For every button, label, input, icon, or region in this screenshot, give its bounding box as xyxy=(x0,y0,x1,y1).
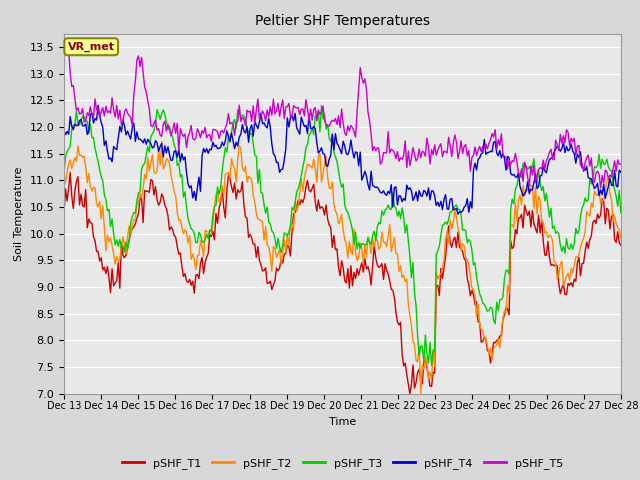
pSHF_T2 xyxy=(129,224,136,229)
pSHF_T4 xyxy=(305,112,313,118)
pSHF_T5 xyxy=(305,118,313,123)
pSHF_T3 xyxy=(303,142,311,147)
pSHF_T5 xyxy=(246,108,254,114)
pSHF_T5 xyxy=(255,116,263,122)
pSHF_T4 xyxy=(454,211,462,217)
pSHF_T3 xyxy=(244,130,252,135)
pSHF_T2 xyxy=(158,139,166,144)
pSHF_T3 xyxy=(60,170,68,176)
Y-axis label: Soil Temperature: Soil Temperature xyxy=(14,167,24,261)
pSHF_T3 xyxy=(129,214,136,220)
pSHF_T5 xyxy=(596,185,604,191)
Line: pSHF_T1: pSHF_T1 xyxy=(64,172,621,394)
pSHF_T2 xyxy=(60,183,68,189)
pSHF_T5 xyxy=(130,92,138,98)
pSHF_T5 xyxy=(588,155,595,161)
pSHF_T2 xyxy=(589,204,596,210)
pSHF_T5 xyxy=(228,120,236,126)
pSHF_T4 xyxy=(60,128,68,133)
pSHF_T1 xyxy=(228,184,236,190)
pSHF_T3 xyxy=(317,103,325,108)
pSHF_T1 xyxy=(246,231,254,237)
pSHF_T1 xyxy=(67,169,74,175)
Title: Peltier SHF Temperatures: Peltier SHF Temperatures xyxy=(255,14,430,28)
pSHF_T1 xyxy=(255,257,263,263)
Line: pSHF_T4: pSHF_T4 xyxy=(64,105,621,214)
Text: VR_met: VR_met xyxy=(68,42,115,52)
pSHF_T1 xyxy=(60,211,68,217)
pSHF_T2 xyxy=(305,162,313,168)
pSHF_T1 xyxy=(305,187,313,193)
pSHF_T4 xyxy=(228,130,236,136)
pSHF_T2 xyxy=(255,217,263,223)
X-axis label: Time: Time xyxy=(329,417,356,427)
Line: pSHF_T2: pSHF_T2 xyxy=(64,142,621,394)
pSHF_T3 xyxy=(617,210,625,216)
pSHF_T5 xyxy=(617,161,625,167)
pSHF_T4 xyxy=(589,180,596,186)
pSHF_T2 xyxy=(417,391,424,396)
pSHF_T3 xyxy=(428,362,435,368)
pSHF_T1 xyxy=(617,242,625,248)
pSHF_T4 xyxy=(130,120,138,126)
pSHF_T3 xyxy=(254,180,262,186)
pSHF_T4 xyxy=(246,126,254,132)
pSHF_T2 xyxy=(246,175,254,180)
pSHF_T3 xyxy=(226,134,234,140)
pSHF_T1 xyxy=(589,219,596,225)
pSHF_T1 xyxy=(130,224,138,230)
pSHF_T4 xyxy=(94,102,102,108)
pSHF_T4 xyxy=(255,120,263,125)
Legend: pSHF_T1, pSHF_T2, pSHF_T3, pSHF_T4, pSHF_T5: pSHF_T1, pSHF_T2, pSHF_T3, pSHF_T4, pSHF… xyxy=(117,453,568,473)
pSHF_T5 xyxy=(60,45,68,50)
pSHF_T1 xyxy=(406,391,413,396)
pSHF_T5 xyxy=(63,43,71,48)
pSHF_T4 xyxy=(617,169,625,175)
Line: pSHF_T5: pSHF_T5 xyxy=(64,46,621,188)
pSHF_T2 xyxy=(228,156,236,162)
pSHF_T3 xyxy=(589,176,596,182)
Line: pSHF_T3: pSHF_T3 xyxy=(64,106,621,365)
pSHF_T2 xyxy=(617,235,625,240)
